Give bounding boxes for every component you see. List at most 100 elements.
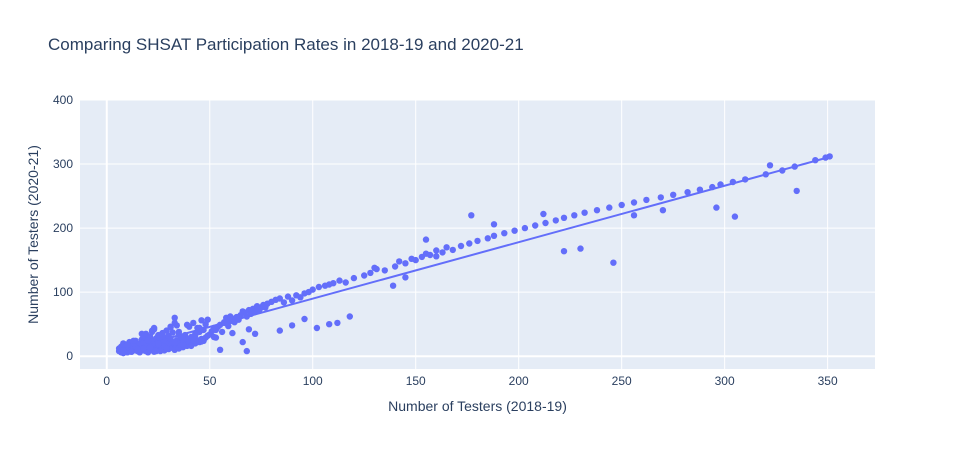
y-tick-label: 300 xyxy=(53,157,73,171)
data-point xyxy=(542,219,549,227)
data-point xyxy=(276,295,283,302)
x-tick-label: 350 xyxy=(818,374,838,388)
data-point xyxy=(171,339,178,346)
data-point xyxy=(179,341,187,348)
data-point xyxy=(216,346,224,353)
data-point xyxy=(367,269,374,277)
x-tick-label: 300 xyxy=(715,374,735,388)
data-point xyxy=(159,333,166,340)
data-point xyxy=(389,282,397,289)
data-point xyxy=(532,222,539,229)
data-point xyxy=(301,315,308,323)
data-point xyxy=(221,319,228,326)
data-point xyxy=(484,235,491,242)
scatter-points xyxy=(115,153,833,357)
data-point xyxy=(163,345,170,352)
data-point xyxy=(396,258,403,265)
data-point xyxy=(657,194,664,201)
data-point xyxy=(171,319,178,327)
data-point xyxy=(198,338,205,345)
data-point xyxy=(280,299,288,306)
data-point xyxy=(192,331,199,339)
data-point xyxy=(212,334,220,341)
data-point xyxy=(581,209,588,216)
x-tick-label: 100 xyxy=(303,374,323,388)
data-point xyxy=(490,232,498,239)
data-point xyxy=(120,347,127,354)
data-point xyxy=(466,240,473,247)
data-point xyxy=(315,283,323,291)
data-point xyxy=(793,187,800,195)
data-point xyxy=(501,230,508,237)
data-point xyxy=(371,264,378,271)
data-point xyxy=(779,167,786,174)
x-tick-label: 50 xyxy=(203,374,217,388)
chart-title: Comparing SHSAT Participation Rates in 2… xyxy=(48,35,524,54)
data-point xyxy=(361,272,368,279)
data-point xyxy=(336,277,343,284)
data-point xyxy=(227,313,234,320)
y-tick-label: 0 xyxy=(66,349,73,363)
data-point xyxy=(198,317,205,324)
data-point xyxy=(717,181,724,188)
data-point xyxy=(630,212,638,219)
data-point xyxy=(474,237,481,245)
data-point xyxy=(326,321,333,328)
data-point xyxy=(334,319,341,327)
x-axis-title: Number of Testers (2018-19) xyxy=(388,398,567,414)
data-point xyxy=(144,337,152,344)
data-point xyxy=(560,248,568,255)
data-point xyxy=(330,280,337,287)
data-point xyxy=(696,186,704,193)
data-point xyxy=(439,249,446,256)
data-point xyxy=(457,242,465,250)
data-point xyxy=(346,313,353,320)
data-point xyxy=(552,217,559,224)
data-point xyxy=(134,345,141,353)
data-point xyxy=(684,189,691,196)
x-tick-label: 250 xyxy=(612,374,632,388)
data-point xyxy=(731,213,739,220)
x-tick-label: 0 xyxy=(103,374,110,388)
data-point xyxy=(239,338,246,346)
data-point xyxy=(313,324,321,332)
plot-area xyxy=(80,100,875,369)
data-point xyxy=(618,201,625,209)
data-point xyxy=(729,178,737,186)
data-point xyxy=(225,322,232,330)
data-point xyxy=(128,348,135,355)
data-point xyxy=(124,341,131,348)
data-point xyxy=(511,227,518,234)
data-point xyxy=(391,263,399,270)
data-point xyxy=(146,344,154,351)
y-tick-label: 200 xyxy=(53,221,73,235)
data-point xyxy=(288,322,296,329)
data-point xyxy=(560,214,568,221)
data-point xyxy=(490,221,498,228)
data-point xyxy=(468,212,475,219)
data-point xyxy=(402,274,409,281)
data-point xyxy=(766,162,774,169)
data-point xyxy=(433,253,440,260)
data-point xyxy=(643,196,650,204)
data-point xyxy=(179,335,187,343)
data-point xyxy=(138,330,145,337)
data-point xyxy=(630,199,638,206)
data-point xyxy=(826,153,833,160)
data-point xyxy=(610,259,617,266)
data-point xyxy=(229,329,236,337)
data-point xyxy=(309,286,316,293)
y-tick-label: 400 xyxy=(53,93,73,107)
data-point xyxy=(183,321,191,328)
data-point xyxy=(276,327,283,334)
data-point xyxy=(521,224,529,232)
data-point xyxy=(284,293,292,300)
data-point xyxy=(140,345,147,352)
data-point xyxy=(713,204,720,211)
data-point xyxy=(169,329,176,336)
x-tick-label: 200 xyxy=(509,374,529,388)
data-point xyxy=(402,260,409,267)
data-point xyxy=(812,157,819,164)
data-point xyxy=(381,267,388,274)
data-point xyxy=(196,324,203,332)
